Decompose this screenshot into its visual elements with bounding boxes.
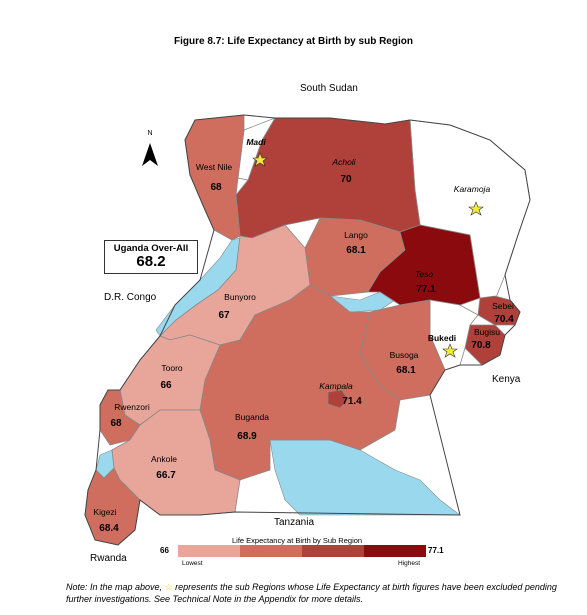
region-value-bunyoro: 67	[218, 310, 230, 321]
star-madi	[252, 152, 268, 167]
region-value-tooro: 66	[160, 380, 172, 391]
north-arrow-icon	[142, 143, 158, 166]
footnote: Note: In the map above, ☆ represents the…	[66, 581, 566, 605]
overall-box: Uganda Over-All 68.2	[104, 240, 198, 274]
region-name-ankole: Ankole	[151, 454, 177, 464]
region-value-west-nile: 68	[210, 182, 222, 193]
star-icon: ☆	[164, 582, 173, 592]
region-value-kampala: 71.4	[342, 396, 362, 407]
region-kampala	[327, 389, 349, 409]
region-west-nile	[184, 114, 245, 241]
region-name-busoga: Busoga	[390, 350, 419, 360]
legend-swatch-3	[302, 545, 364, 557]
region-name-madi: Madi	[246, 137, 266, 147]
footnote-prefix: Note: In the map above,	[66, 582, 165, 592]
legend-low-label: Lowest	[182, 560, 203, 567]
overall-value: 68.2	[136, 253, 166, 270]
region-name-kampala: Kampala	[319, 381, 353, 391]
region-name-teso: Teso	[415, 269, 433, 279]
region-value-teso: 77.1	[416, 284, 436, 295]
legend-bar	[178, 545, 426, 557]
region-name-tooro: Tooro	[161, 363, 183, 373]
region-value-buganda: 68.9	[237, 431, 257, 442]
region-name-sebei: Sebei	[492, 301, 514, 311]
label-tanzania: Tanzania	[274, 517, 314, 528]
label-kenya: Kenya	[492, 374, 521, 385]
label-rwanda: Rwanda	[90, 553, 127, 564]
legend-max: 77.1	[428, 546, 444, 555]
label-drc: D.R. Congo	[104, 292, 157, 303]
legend-swatch-1	[178, 545, 240, 557]
overall-label: Uganda Over-All	[113, 243, 189, 254]
region-value-bugisu: 70.8	[471, 340, 491, 351]
region-name-west-nile: West Nile	[196, 162, 232, 172]
region-name-lango: Lango	[344, 230, 368, 240]
region-value-sebei: 70.4	[494, 314, 514, 325]
region-name-kigezi: Kigezi	[93, 507, 116, 517]
region-value-acholi: 70	[340, 174, 352, 185]
region-name-buganda: Buganda	[235, 412, 269, 422]
region-value-kigezi: 68.4	[99, 523, 119, 534]
figure-title: Figure 8.7: Life Expectancy at Birth by …	[174, 36, 413, 47]
region-name-bugisu: Bugisu	[474, 327, 500, 337]
legend-high-label: Highest	[398, 560, 421, 567]
legend-title: Life Expectancy at Birth by Sub Region	[232, 536, 363, 545]
legend-swatch-2	[240, 545, 302, 557]
region-value-lango: 68.1	[346, 245, 366, 256]
region-name-bukedi: Bukedi	[428, 333, 456, 343]
star-bukedi	[442, 343, 458, 358]
region-name-karamoja: Karamoja	[454, 184, 491, 194]
region-value-busoga: 68.1	[396, 365, 416, 376]
legend-swatch-4	[364, 545, 426, 557]
north-label: N	[147, 130, 153, 137]
legend-min: 66	[160, 546, 169, 555]
star-karamoja	[468, 201, 484, 216]
label-south-sudan: South Sudan	[300, 83, 358, 94]
region-teso	[367, 224, 481, 306]
region-name-rwenzori: Rwenzori	[114, 402, 150, 412]
region-value-ankole: 66.7	[156, 470, 176, 481]
footnote-suffix: represents the sub Regions whose Life Ex…	[66, 582, 557, 604]
region-name-acholi: Acholi	[331, 157, 356, 167]
lake-victoria	[269, 439, 461, 516]
region-value-rwenzori: 68	[110, 418, 122, 429]
uganda-border	[84, 114, 531, 546]
region-name-bunyoro: Bunyoro	[224, 292, 256, 302]
